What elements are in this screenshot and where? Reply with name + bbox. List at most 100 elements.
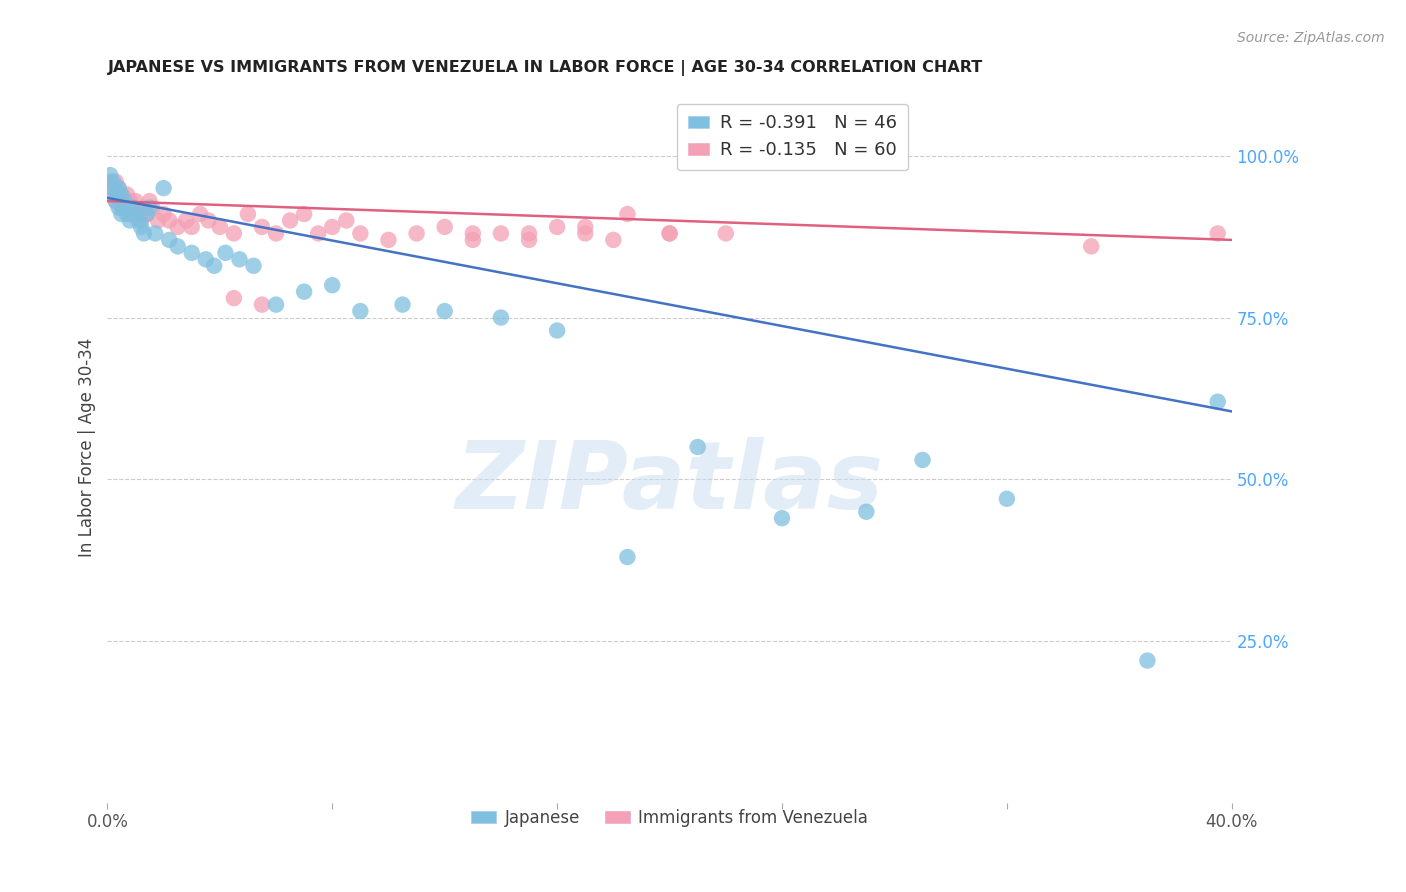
- Point: [107, 181, 129, 195]
- Point: [180, 245, 202, 260]
- Point: [101, 181, 124, 195]
- Point: [180, 219, 202, 234]
- Point: [202, 259, 225, 273]
- Point: [433, 304, 456, 318]
- Point: [129, 219, 152, 234]
- Point: [166, 239, 188, 253]
- Point: [770, 511, 793, 525]
- Point: [335, 213, 357, 227]
- Point: [686, 440, 709, 454]
- Point: [222, 227, 245, 241]
- Point: [112, 194, 135, 208]
- Point: [377, 233, 399, 247]
- Point: [242, 259, 264, 273]
- Point: [208, 219, 231, 234]
- Point: [141, 201, 163, 215]
- Point: [152, 207, 174, 221]
- Point: [1136, 654, 1159, 668]
- Point: [166, 219, 188, 234]
- Point: [405, 227, 427, 241]
- Point: [98, 168, 121, 182]
- Point: [292, 207, 315, 221]
- Point: [104, 194, 127, 208]
- Point: [911, 453, 934, 467]
- Point: [574, 219, 596, 234]
- Point: [110, 187, 132, 202]
- Point: [278, 213, 301, 227]
- Point: [517, 227, 540, 241]
- Point: [107, 201, 129, 215]
- Point: [658, 227, 681, 241]
- Point: [264, 298, 287, 312]
- Point: [127, 213, 149, 227]
- Point: [321, 219, 343, 234]
- Point: [124, 207, 146, 221]
- Point: [292, 285, 315, 299]
- Point: [152, 181, 174, 195]
- Point: [616, 549, 638, 564]
- Point: [104, 187, 127, 202]
- Point: [110, 201, 132, 215]
- Point: [101, 181, 124, 195]
- Point: [321, 278, 343, 293]
- Point: [546, 219, 568, 234]
- Point: [433, 219, 456, 234]
- Point: [118, 194, 141, 208]
- Point: [658, 227, 681, 241]
- Point: [127, 207, 149, 221]
- Point: [118, 207, 141, 221]
- Point: [391, 298, 413, 312]
- Point: [489, 227, 512, 241]
- Point: [1080, 239, 1102, 253]
- Point: [250, 219, 273, 234]
- Point: [517, 233, 540, 247]
- Point: [143, 227, 166, 241]
- Point: [236, 207, 259, 221]
- Point: [121, 201, 143, 215]
- Point: [107, 181, 129, 195]
- Point: [214, 245, 236, 260]
- Point: [129, 213, 152, 227]
- Point: [101, 187, 124, 202]
- Point: [228, 252, 250, 267]
- Point: [135, 207, 157, 221]
- Point: [546, 324, 568, 338]
- Point: [461, 227, 484, 241]
- Point: [138, 201, 160, 215]
- Point: [135, 207, 157, 221]
- Point: [101, 175, 124, 189]
- Point: [574, 227, 596, 241]
- Point: [124, 194, 146, 208]
- Point: [115, 207, 138, 221]
- Point: [132, 227, 155, 241]
- Point: [307, 227, 329, 241]
- Point: [132, 201, 155, 215]
- Point: [110, 207, 132, 221]
- Point: [349, 227, 371, 241]
- Point: [118, 213, 141, 227]
- Point: [115, 201, 138, 215]
- Point: [174, 213, 197, 227]
- Point: [104, 175, 127, 189]
- Point: [616, 207, 638, 221]
- Point: [115, 187, 138, 202]
- Point: [264, 227, 287, 241]
- Point: [995, 491, 1018, 506]
- Point: [250, 298, 273, 312]
- Point: [146, 213, 169, 227]
- Point: [1206, 394, 1229, 409]
- Point: [112, 201, 135, 215]
- Point: [138, 194, 160, 208]
- Legend: Japanese, Immigrants from Venezuela: Japanese, Immigrants from Venezuela: [464, 803, 875, 834]
- Point: [714, 227, 737, 241]
- Text: JAPANESE VS IMMIGRANTS FROM VENEZUELA IN LABOR FORCE | AGE 30-34 CORRELATION CHA: JAPANESE VS IMMIGRANTS FROM VENEZUELA IN…: [107, 60, 983, 76]
- Point: [194, 252, 217, 267]
- Point: [222, 291, 245, 305]
- Point: [197, 213, 219, 227]
- Point: [461, 233, 484, 247]
- Point: [489, 310, 512, 325]
- Point: [602, 233, 624, 247]
- Text: Source: ZipAtlas.com: Source: ZipAtlas.com: [1237, 31, 1385, 45]
- Point: [157, 213, 180, 227]
- Point: [112, 194, 135, 208]
